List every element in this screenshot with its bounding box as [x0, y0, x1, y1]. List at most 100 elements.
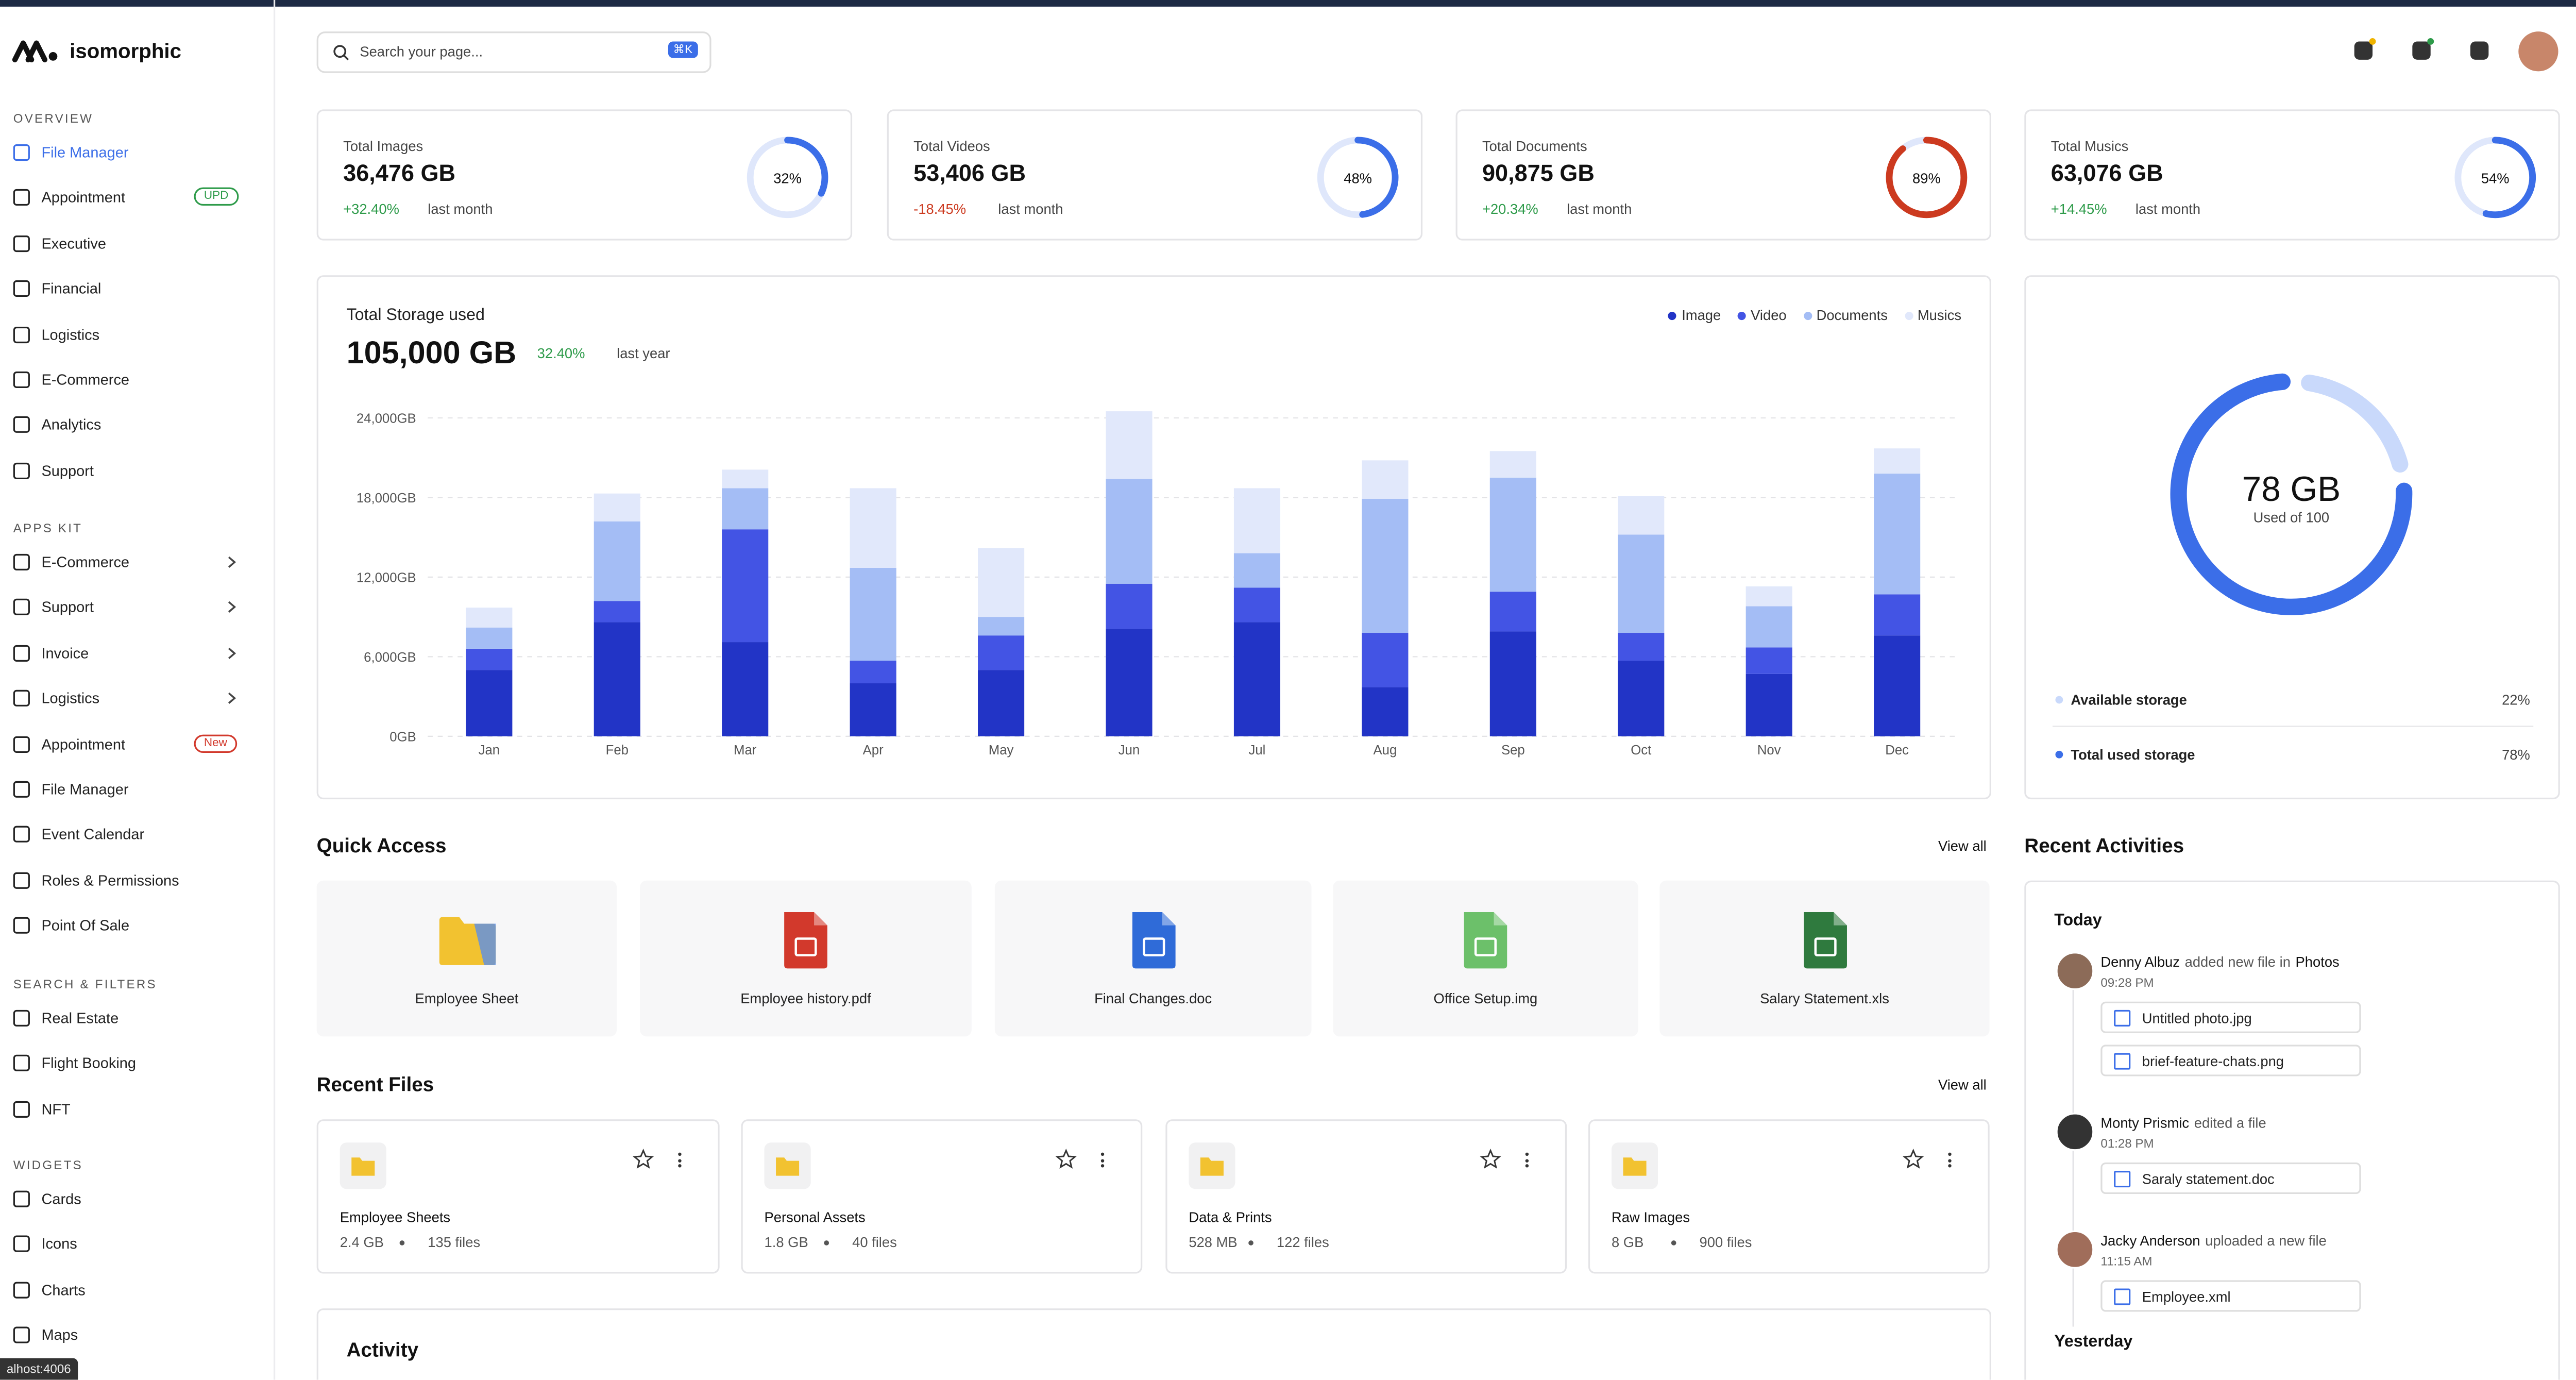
menu-dot	[1526, 1153, 1529, 1156]
storage-caption: Used of 100	[2253, 510, 2329, 526]
quick-access-card[interactable]: Salary Statement.xls	[1659, 881, 1989, 1037]
meta-dot	[1248, 1240, 1253, 1246]
activity-time: 01:28 PM	[2100, 1136, 2154, 1151]
activity-title: Activity	[347, 1338, 419, 1361]
folder-name: Personal Assets	[765, 1209, 866, 1225]
section-title: Recent Activities	[2024, 834, 2184, 857]
quick-access-name: Final Changes.doc	[995, 990, 1312, 1006]
activity-line: Monty Prismic edited a file	[2100, 1115, 2266, 1131]
menu-dot	[678, 1164, 681, 1167]
recent-file-card[interactable]: Data & Prints528 MB122 files	[1165, 1119, 1567, 1273]
quick-access-name: Office Setup.img	[1333, 990, 1638, 1006]
folder-count: 900 files	[1700, 1234, 1752, 1250]
star-icon	[1903, 1149, 1923, 1169]
menu-dot	[678, 1158, 681, 1162]
activity-user: Jacky Anderson	[2100, 1232, 2200, 1249]
recent-file-card[interactable]: Raw Images 8 GB 900 files	[1588, 1119, 1990, 1273]
menu-dot	[1526, 1164, 1529, 1167]
folder-icon	[351, 1156, 375, 1176]
file-chip[interactable]: Untitled photo.jpg	[2100, 1002, 2361, 1033]
file-chip[interactable]: brief-feature-chats.png	[2100, 1045, 2361, 1076]
star	[635, 1151, 652, 1167]
star-icon	[1056, 1149, 1076, 1169]
activity-time: 09:28 PM	[2100, 975, 2154, 990]
activity-avatar	[2056, 1113, 2094, 1151]
folder-size: 1.8 GB	[765, 1234, 808, 1250]
folder-icon	[1200, 1156, 1224, 1176]
file-icon	[1455, 911, 1515, 970]
folder-size: 528 MB	[1189, 1234, 1237, 1250]
folder-size: 8 GB	[1612, 1234, 1643, 1250]
day-title: Today	[2054, 912, 2102, 930]
folder-shape	[776, 1157, 799, 1175]
file-icon	[1795, 911, 1855, 970]
activity-card	[317, 1308, 1991, 1379]
folder-icon	[776, 1156, 799, 1176]
file-icon	[437, 911, 497, 970]
file-chip-icon	[2114, 1288, 2130, 1305]
activity-avatar	[2056, 952, 2094, 990]
activity-line: Denny Albuzadded new file inPhotos	[2100, 953, 2339, 970]
folder-shape	[1623, 1157, 1647, 1175]
file-chip[interactable]: Saraly statement.doc	[2100, 1163, 2361, 1194]
status-url: alhost:4006	[0, 1358, 78, 1380]
menu-dot	[1101, 1158, 1104, 1162]
menu-dot	[1948, 1153, 1951, 1156]
menu-dot	[1101, 1164, 1104, 1167]
file-icon	[776, 911, 836, 970]
quick-access-name: Employee Sheet	[317, 990, 617, 1006]
activity-action: added new file in	[2185, 953, 2291, 970]
storage-value: 78%	[2502, 747, 2530, 763]
quick-access-card[interactable]: Employee Sheet	[317, 881, 617, 1037]
folder-size: 2.4 GB	[340, 1234, 384, 1250]
view-all[interactable]: View all	[1938, 1076, 1987, 1093]
meta-dot	[1671, 1240, 1676, 1246]
folder-name: Raw Images	[1612, 1209, 1690, 1225]
timeline	[2073, 987, 2074, 1327]
recent-file-card[interactable]: Personal Assets1.8 GB40 files	[741, 1119, 1142, 1273]
view-all[interactable]: View all	[1938, 837, 1987, 854]
quick-access-card[interactable]: Final Changes.doc	[995, 881, 1312, 1037]
activity-time: 11:15 AM	[2100, 1254, 2152, 1269]
meta-dot	[824, 1240, 829, 1246]
folder-shape	[351, 1157, 375, 1175]
file-chip-name: Employee.xml	[2142, 1288, 2231, 1305]
file-icon	[1123, 911, 1183, 970]
activity-user: Denny Albuz	[2100, 953, 2180, 970]
activity-action: uploaded a new file	[2205, 1232, 2327, 1249]
quick-access-card[interactable]: Office Setup.img	[1333, 881, 1638, 1037]
folder-name: Data & Prints	[1189, 1209, 1272, 1225]
activity-line: Jacky Anderson uploaded a new file	[2100, 1232, 2327, 1249]
menu-dot	[1948, 1158, 1951, 1162]
folder-count: 135 files	[428, 1234, 480, 1250]
section-title: Quick Access	[317, 834, 447, 857]
activity-action: edited a file	[2194, 1115, 2266, 1131]
storage-value: 22%	[2502, 692, 2530, 708]
menu-dot	[1948, 1164, 1951, 1167]
quick-access-card[interactable]: Employee history.pdf	[640, 881, 972, 1037]
storage-dot	[2055, 696, 2063, 704]
star	[1482, 1151, 1499, 1167]
folder-shape	[1200, 1157, 1224, 1175]
section-title: Recent Files	[317, 1073, 434, 1096]
star-icon	[1481, 1149, 1501, 1169]
activity-user: Monty Prismic	[2100, 1115, 2189, 1131]
file-chip[interactable]: Employee.xml	[2100, 1280, 2361, 1311]
file-chip-icon	[2114, 1053, 2130, 1069]
star-icon	[633, 1149, 653, 1169]
star	[1057, 1151, 1075, 1167]
activity-avatar	[2056, 1231, 2094, 1269]
quick-access-name: Salary Statement.xls	[1659, 990, 1989, 1006]
file-fold	[1494, 912, 1507, 925]
storage-center: 78 GB	[2242, 470, 2341, 509]
storage-label: Total used storage	[2071, 747, 2195, 763]
recent-file-card[interactable]: Employee Sheets 2.4 GB 135 files	[317, 1119, 720, 1273]
storage-arc	[2309, 383, 2400, 464]
file-fold	[814, 912, 827, 925]
day-title: Yesterday	[2054, 1333, 2132, 1351]
meta-dot	[400, 1240, 405, 1246]
storage-dot	[2055, 751, 2063, 759]
folder-name: Employee Sheets	[340, 1209, 450, 1225]
file-fold	[1161, 912, 1175, 925]
